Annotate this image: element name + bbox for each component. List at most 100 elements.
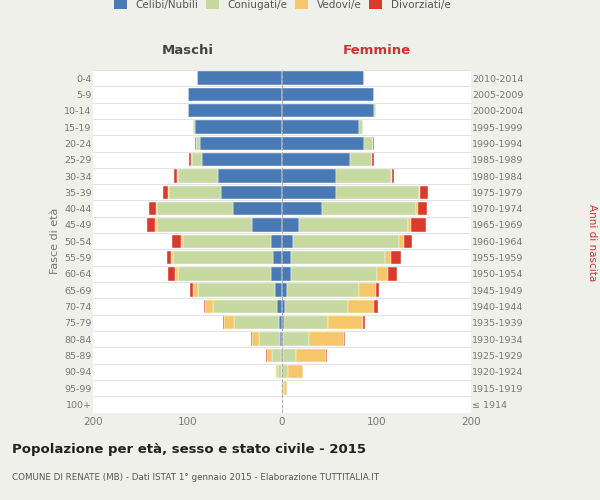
Text: Popolazione per età, sesso e stato civile - 2015: Popolazione per età, sesso e stato civil… — [12, 442, 366, 456]
Bar — [167, 267, 175, 280]
Bar — [282, 267, 290, 280]
Bar — [198, 284, 275, 297]
Bar — [336, 186, 419, 199]
Bar — [282, 104, 374, 118]
Bar — [376, 284, 379, 297]
Bar — [193, 120, 195, 134]
Bar — [252, 218, 282, 232]
Bar — [290, 267, 377, 280]
Bar — [271, 267, 282, 280]
Bar — [282, 186, 336, 199]
Bar — [282, 218, 299, 232]
Bar — [213, 300, 277, 313]
Bar — [374, 104, 376, 118]
Bar — [181, 234, 183, 248]
Bar — [223, 316, 224, 330]
Bar — [282, 284, 287, 297]
Bar — [178, 170, 218, 182]
Bar — [364, 136, 373, 150]
Bar — [183, 234, 271, 248]
Bar — [282, 348, 283, 362]
Bar — [293, 234, 399, 248]
Bar — [322, 202, 416, 215]
Bar — [391, 251, 401, 264]
Bar — [272, 348, 281, 362]
Bar — [416, 202, 418, 215]
Bar — [251, 332, 252, 346]
Bar — [373, 136, 374, 150]
Bar — [196, 136, 200, 150]
Bar — [277, 300, 282, 313]
Bar — [284, 382, 287, 394]
Bar — [163, 186, 167, 199]
Bar — [296, 348, 326, 362]
Bar — [267, 348, 272, 362]
Text: Anni di nascita: Anni di nascita — [587, 204, 597, 281]
Bar — [282, 153, 350, 166]
Bar — [178, 267, 271, 280]
Bar — [266, 348, 267, 362]
Bar — [282, 332, 283, 346]
Bar — [282, 382, 284, 394]
Bar — [310, 332, 344, 346]
Bar — [172, 251, 173, 264]
Bar — [282, 136, 364, 150]
Bar — [388, 267, 397, 280]
Bar — [279, 316, 282, 330]
Bar — [407, 218, 410, 232]
Bar — [280, 332, 282, 346]
Bar — [359, 284, 376, 297]
Bar — [377, 267, 388, 280]
Bar — [277, 365, 278, 378]
Bar — [193, 284, 198, 297]
Bar — [299, 218, 407, 232]
Bar — [190, 153, 191, 166]
Bar — [187, 104, 282, 118]
Bar — [157, 218, 252, 232]
Bar — [195, 136, 196, 150]
Bar — [359, 120, 363, 134]
Bar — [287, 365, 303, 378]
Bar — [372, 153, 374, 166]
Bar — [272, 251, 282, 264]
Bar — [157, 202, 233, 215]
Bar — [175, 267, 178, 280]
Bar — [197, 72, 282, 85]
Bar — [252, 332, 259, 346]
Bar — [282, 202, 322, 215]
Bar — [284, 316, 328, 330]
Bar — [419, 186, 420, 199]
Bar — [385, 251, 391, 264]
Bar — [350, 153, 372, 166]
Bar — [282, 251, 290, 264]
Bar — [287, 284, 359, 297]
Bar — [282, 72, 364, 85]
Bar — [399, 234, 404, 248]
Bar — [202, 153, 282, 166]
Bar — [282, 365, 287, 378]
Text: Femmine: Femmine — [343, 44, 410, 58]
Bar — [282, 234, 293, 248]
Bar — [283, 348, 296, 362]
Bar — [218, 170, 282, 182]
Bar — [391, 170, 392, 182]
Bar — [328, 316, 363, 330]
Bar — [282, 300, 285, 313]
Bar — [172, 234, 181, 248]
Bar — [282, 120, 359, 134]
Bar — [195, 120, 282, 134]
Bar — [290, 251, 385, 264]
Bar — [205, 300, 213, 313]
Bar — [173, 251, 272, 264]
Bar — [392, 170, 394, 182]
Bar — [187, 88, 282, 101]
Bar — [278, 365, 282, 378]
Y-axis label: Fasce di età: Fasce di età — [50, 208, 60, 274]
Bar — [147, 218, 155, 232]
Bar — [336, 170, 391, 182]
Text: COMUNE DI RENATE (MB) - Dati ISTAT 1° gennaio 2015 - Elaborazione TUTTITALIA.IT: COMUNE DI RENATE (MB) - Dati ISTAT 1° ge… — [12, 472, 379, 482]
Bar — [190, 284, 193, 297]
Bar — [167, 251, 172, 264]
Bar — [374, 300, 379, 313]
Bar — [410, 218, 425, 232]
